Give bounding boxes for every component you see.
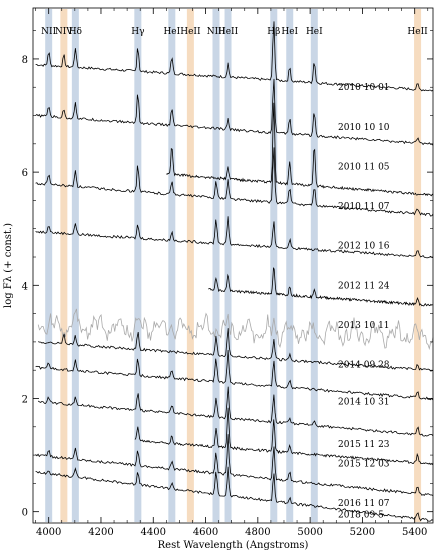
marker-label-11: HeII xyxy=(407,27,428,37)
marker-label-4: HeI xyxy=(163,27,180,37)
plot-frame xyxy=(32,7,434,524)
series-line-12 xyxy=(35,466,434,522)
y-tick-label-4: 8 xyxy=(22,55,28,66)
series-label-6: 2013 10 11 xyxy=(338,321,390,331)
marker-band-9 xyxy=(286,9,294,522)
y-tick-label-2: 4 xyxy=(22,281,28,292)
x-tick-label-4: 4800 xyxy=(245,527,270,538)
marker-label-7: HeII xyxy=(218,27,239,37)
marker-band-2 xyxy=(71,9,79,522)
series-line-9 xyxy=(37,386,434,437)
marker-band-6 xyxy=(212,9,220,522)
series-line-3 xyxy=(35,147,434,217)
marker-label-10: HeI xyxy=(306,27,323,37)
series-label-11: 2016 11 07 xyxy=(338,499,390,509)
x-tick-label-1: 4200 xyxy=(88,527,113,538)
marker-band-3 xyxy=(134,9,142,522)
series-line-4 xyxy=(35,216,434,259)
marker-label-5: HeII xyxy=(180,27,201,37)
series-line-1 xyxy=(35,78,434,146)
marker-label-0: NII xyxy=(41,27,56,37)
axes: 4000 4200 4400 4600 4800 5000 5200 5400 0 2 4 6 8 xyxy=(22,7,434,538)
marker-label-8: Hβ xyxy=(267,27,280,37)
marker-band-8 xyxy=(270,9,278,522)
series-label-8: 2014 10 31 xyxy=(338,397,390,407)
y-tick-label-1: 2 xyxy=(22,394,28,405)
marker-band-10 xyxy=(310,9,318,522)
marker-band-1 xyxy=(60,9,68,522)
y-tick-label-0: 0 xyxy=(22,508,28,519)
series-label-9: 2015 11 23 xyxy=(338,440,390,450)
x-tick-label-6: 5200 xyxy=(350,527,375,538)
marker-band-11 xyxy=(414,9,422,522)
x-tick-label-7: 5400 xyxy=(402,527,427,538)
series-group xyxy=(35,21,434,522)
series-label-0: 2010 10 01 xyxy=(338,83,390,93)
x-tick-label-5: 5000 xyxy=(297,527,322,538)
marker-label-6: NIII xyxy=(207,27,226,37)
series-label-1: 2010 10 10 xyxy=(338,123,390,133)
series-label-5: 2012 11 24 xyxy=(338,281,390,291)
x-tick-label-3: 4600 xyxy=(193,527,218,538)
series-line-6 xyxy=(37,308,434,351)
series-line-2 xyxy=(166,102,434,197)
series-label-12: 2018 09 5 xyxy=(338,511,384,521)
marker-label-9: HeI xyxy=(281,27,298,37)
series-line-7 xyxy=(38,328,434,372)
y-tick-label-3: 6 xyxy=(22,168,28,179)
series-line-5 xyxy=(208,267,434,307)
series-label-7: 2014 09 28 xyxy=(338,361,390,371)
series-label-3: 2010 11 07 xyxy=(338,202,390,212)
x-tick-label-0: 4000 xyxy=(36,527,61,538)
x-tick-label-2: 4400 xyxy=(141,527,166,538)
marker-bands xyxy=(45,9,422,522)
marker-label-1: NIV xyxy=(55,27,73,37)
marker-label-3: Hγ xyxy=(131,27,144,37)
series-labels: 2010 10 01 2010 10 10 2010 11 05 2010 11 07… xyxy=(338,83,390,520)
marker-label-2: Hδ xyxy=(69,27,82,37)
marker-band-4 xyxy=(168,9,176,522)
series-line-0 xyxy=(35,21,434,92)
series-label-2: 2010 11 05 xyxy=(338,162,390,172)
series-label-4: 2012 10 16 xyxy=(338,242,390,252)
y-axis-title: log Fλ (+ const.) xyxy=(3,223,14,308)
series-line-10 xyxy=(134,407,434,466)
series-label-10: 2015 12 03 xyxy=(338,460,390,470)
marker-band-7 xyxy=(224,9,232,522)
marker-band-5 xyxy=(186,9,194,522)
series-line-11 xyxy=(35,434,434,497)
marker-band-0 xyxy=(45,9,53,522)
series-line-8 xyxy=(35,349,434,401)
x-axis-title: Rest Wavelength (Angstroms) xyxy=(158,540,309,551)
